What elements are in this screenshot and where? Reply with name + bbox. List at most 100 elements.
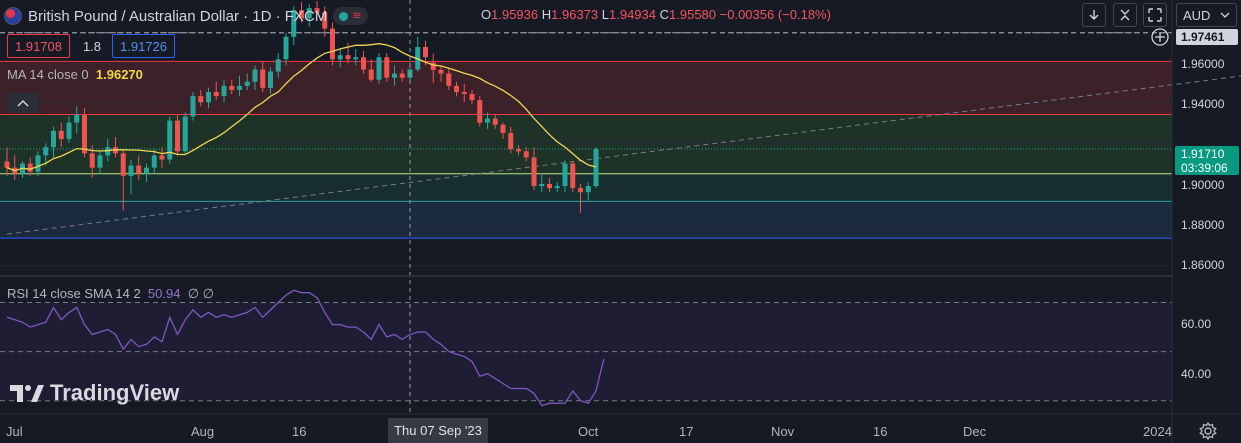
candle-body (190, 96, 196, 117)
candle-body (306, 8, 312, 19)
ma-label: MA 14 close 0 (7, 67, 89, 82)
ohlc-close-key: C (659, 7, 670, 22)
price-zone (0, 61, 1172, 115)
ma-path (6, 43, 597, 172)
rsi-value: 50.94 (147, 286, 181, 301)
candle-body (454, 85, 459, 92)
candle-body (361, 57, 366, 70)
candle-body (198, 96, 204, 103)
candle-body (167, 120, 173, 160)
candle-body (221, 85, 227, 97)
collapse-icon (1120, 9, 1130, 21)
market-status-pill[interactable]: ≋ (333, 7, 368, 25)
candle-body (446, 73, 452, 86)
price-tick: 1.94000 (1181, 97, 1225, 111)
candle-body (554, 186, 560, 189)
ma-legend[interactable]: MA 14 close 0 1.96270 (7, 67, 143, 82)
candle-body (35, 155, 41, 172)
time-tick: 17 (679, 424, 694, 439)
candle-body (531, 157, 537, 187)
candle-body (368, 69, 374, 80)
ohlc-high-value: 1.96373 (551, 7, 599, 22)
time-tick: Aug (191, 424, 215, 439)
candle-body (593, 149, 599, 187)
candle-body (585, 186, 591, 193)
fullscreen-icon (1148, 8, 1162, 22)
candle-body (392, 73, 397, 78)
candle-body (399, 73, 405, 78)
candle-body (66, 122, 72, 140)
candle-body (384, 57, 390, 78)
candle-body (299, 10, 304, 19)
buy-button[interactable]: 1.91726 (112, 34, 175, 58)
candle-body (477, 100, 483, 123)
candle-series (4, 1, 599, 213)
candle-body (97, 155, 103, 168)
tradingview-logo[interactable]: TradingView (10, 380, 179, 406)
countdown: 03:39:06 (1181, 161, 1228, 175)
price-tick: 1.86000 (1181, 258, 1225, 272)
candle-body (128, 165, 134, 176)
candle-body (376, 57, 382, 80)
realtime-wave-icon: ≋ (352, 9, 362, 22)
time-tick: 2024 (1143, 424, 1172, 439)
logo-text: TradingView (50, 380, 180, 405)
candle-body (213, 92, 219, 97)
price-tick: 1.90000 (1181, 178, 1225, 192)
collapse-legend-button[interactable] (8, 93, 38, 113)
ohlc-close-value: 1.95580 (669, 7, 717, 22)
candle-body (206, 92, 211, 103)
rsi-tick: 40.00 (1181, 367, 1212, 381)
currency-label: AUD (1183, 7, 1211, 23)
ohlc-high-key: H (541, 7, 552, 22)
time-tick: Nov (771, 424, 795, 439)
candle-body (523, 151, 529, 158)
chevron-down-icon (1220, 12, 1230, 18)
plus-icon[interactable] (1150, 27, 1170, 47)
candle-body (159, 155, 165, 160)
candle-body (353, 57, 359, 60)
crosshair-price-label: 1.97461 (1176, 29, 1238, 45)
sell-button[interactable]: 1.91708 (7, 34, 70, 58)
candle-body (144, 167, 149, 174)
gear-icon[interactable] (1198, 421, 1218, 441)
chevron-up-icon (17, 99, 29, 107)
candle-body (508, 132, 514, 150)
rsi-tick: 60.00 (1181, 317, 1212, 331)
candle-body (423, 47, 428, 58)
candle-body (182, 116, 188, 152)
ohlc-legend: O 1.95936 H 1.96373 L 1.94934 C 1.95580 −0.0… (481, 7, 831, 22)
chevron-down-icon (1089, 10, 1099, 20)
price-tick: 1.88000 (1181, 218, 1225, 232)
time-tick: 16 (873, 424, 888, 439)
candle-body (485, 118, 490, 123)
chevron-down-button[interactable] (1082, 3, 1106, 27)
fullscreen-button[interactable] (1143, 3, 1167, 27)
rsi-extra: ∅ ∅ (187, 286, 214, 301)
candle-body (562, 163, 568, 187)
trend-line (6, 75, 1241, 235)
price-tick: 1.96000 (1181, 57, 1225, 71)
candle-body (570, 163, 576, 189)
candle-body (461, 92, 467, 95)
symbol-header[interactable]: British Pound / Australian Dollar · 1D ·… (4, 5, 368, 27)
candle-body (268, 71, 273, 88)
ohlc-low-value: 1.94934 (609, 7, 656, 22)
spread-value: 1.8 (82, 38, 102, 54)
rsi-label: RSI 14 close SMA 14 2 (7, 286, 141, 301)
candle-body (547, 184, 552, 189)
rsi-path (6, 289, 605, 407)
price-zone (0, 201, 1172, 239)
time-tick: Dec (963, 424, 987, 439)
collapse-button[interactable] (1113, 3, 1137, 27)
market-open-dot-icon (339, 11, 349, 21)
rsi-legend[interactable]: RSI 14 close SMA 14 2 50.94 ∅ ∅ (7, 286, 214, 302)
candle-body (283, 36, 289, 60)
candle-body (74, 114, 80, 123)
candle-body (237, 85, 242, 90)
currency-selector[interactable]: AUD (1176, 3, 1237, 27)
ma-value: 1.96270 (95, 67, 143, 82)
candle-body (322, 12, 328, 29)
symbol-title: British Pound / Australian Dollar · 1D ·… (28, 7, 328, 25)
